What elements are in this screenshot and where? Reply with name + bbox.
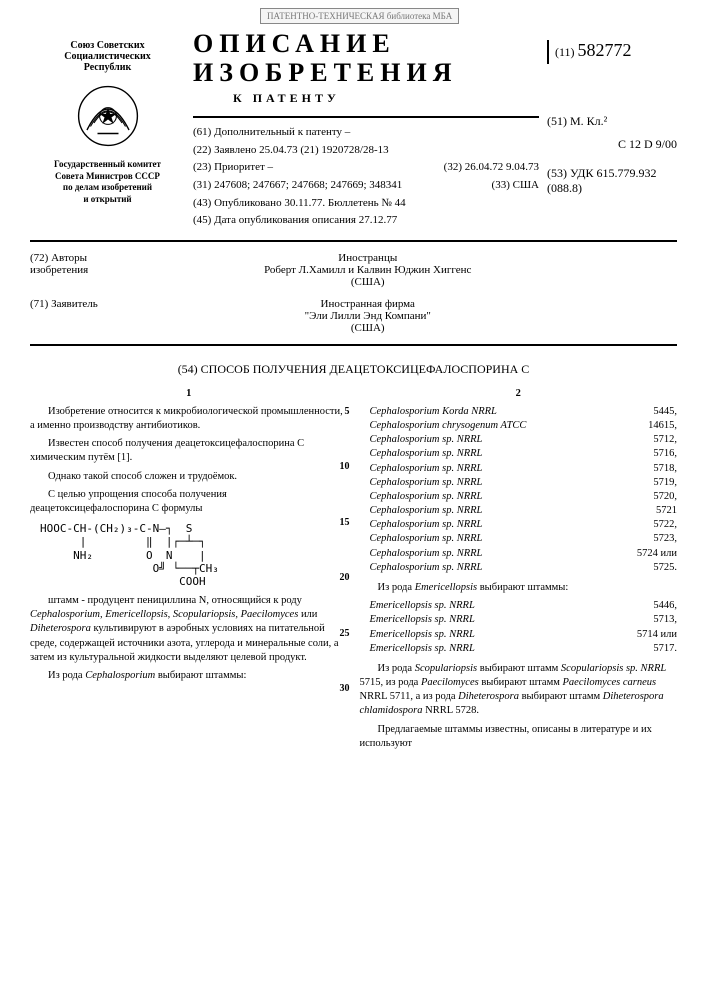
header-block: Союз Советских Социалистических Республи… [30, 20, 677, 230]
body-columns: 1 Изобретение относится к микробиологиче… [30, 387, 677, 755]
column-2: 2 Cephalosporium Korda NRRL5445,Cephalos… [360, 387, 678, 755]
patent-number: 582772 [578, 40, 632, 60]
species-row: Cephalosporium chrysogenum ATCC14615, [370, 419, 678, 433]
divider [30, 344, 677, 346]
column-1: 1 Изобретение относится к микробиологиче… [30, 387, 348, 755]
issuer-line1: Союз Советских [30, 40, 185, 51]
applicant-name: "Эли Лилли Энд Компани" [143, 310, 593, 322]
col2-para: Предлагаемые штаммы известны, описаны в … [360, 723, 678, 751]
issuer-line2: Социалистических [30, 51, 185, 62]
line-numbers: 5 10 15 20 25 30 [340, 405, 350, 738]
authors-names: Роберт Л.Хамилл и Калвин Юджин Хиггенс [143, 264, 593, 276]
chemical-formula: HOOC-CH-(CH₂)₃-C-N—┐ S | ‖ |┌─┴─┐ NH₂ O … [40, 522, 348, 588]
field-53-label: (53) УДК [547, 166, 593, 180]
col2-para: Из рода Scopulariopsis выбирают штамм Sc… [360, 662, 678, 719]
ussr-emblem-icon [73, 81, 143, 151]
col1-number: 1 [30, 387, 348, 401]
emericellopsis-list: Emericellopsis sp. NRRL5446,Emericellops… [370, 599, 678, 656]
field-72-label: (72) Авторы изобретения [30, 252, 140, 276]
species-row: Cephalosporium sp. NRRL5723, [370, 532, 678, 546]
field-45: (45) Дата опубликования описания 27.12.7… [193, 212, 539, 230]
species-row: Cephalosporium sp. NRRL5722, [370, 518, 678, 532]
col1-para: Известен способ получения деацетоксицефа… [30, 437, 348, 465]
species-row: Cephalosporium sp. NRRL5720, [370, 490, 678, 504]
field-11-label: (11) [555, 45, 575, 59]
field-22: (22) Заявлено 25.04.73 (21) 1920728/28-1… [193, 142, 539, 160]
committee-name: Государственный комитет Совета Министров… [30, 159, 185, 206]
col1-para: штамм - продуцент пенициллина N, относящ… [30, 594, 348, 665]
field-33: (33) США [492, 177, 539, 195]
field-23: (23) Приоритет – [193, 159, 273, 177]
field-43: (43) Опубликовано 30.11.77. Бюллетень № … [193, 195, 539, 213]
divider [193, 116, 539, 118]
authors-country: (США) [143, 276, 593, 288]
species-row: Emericellopsis sp. NRRL5714 или [370, 628, 678, 642]
authors-block: (72) Авторы изобретения Иностранцы Робер… [30, 252, 677, 288]
species-row: Cephalosporium sp. NRRL5719, [370, 476, 678, 490]
classification-column: (11) 582772 (51) М. Кл.² C 12 D 9/00 (53… [547, 20, 677, 196]
species-row: Cephalosporium sp. NRRL5721 [370, 504, 678, 518]
doc-title-2: ИЗОБРЕТЕНИЯ [193, 59, 539, 88]
cephalosporium-list: Cephalosporium Korda NRRL5445,Cephalospo… [370, 405, 678, 575]
species-row: Emericellopsis sp. NRRL5717. [370, 642, 678, 656]
applicant-pre: Иностранная фирма [143, 298, 593, 310]
title-column: ОПИСАНИЕ ИЗОБРЕТЕНИЯ К ПАТЕНТУ (61) Допо… [185, 20, 547, 230]
applicant-block: (71) Заявитель Иностранная фирма "Эли Ли… [30, 298, 677, 334]
col1-para: С целью упрощения способа получения деац… [30, 488, 348, 516]
species-row: Cephalosporium sp. NRRL5716, [370, 447, 678, 461]
issuer-column: Союз Советских Социалистических Республи… [30, 20, 185, 206]
species-row: Cephalosporium sp. NRRL5724 или [370, 547, 678, 561]
field-51-value: C 12 D 9/00 [547, 137, 677, 152]
invention-title: (54) СПОСОБ ПОЛУЧЕНИЯ ДЕАЦЕТОКСИЦЕФАЛОСП… [30, 362, 677, 377]
species-row: Emericellopsis sp. NRRL5713, [370, 613, 678, 627]
field-32: (32) 26.04.72 9.04.73 [444, 159, 539, 177]
applicant-country: (США) [143, 322, 593, 334]
field-71-label: (71) Заявитель [30, 298, 140, 310]
species-row: Emericellopsis sp. NRRL5446, [370, 599, 678, 613]
col2-number: 2 [360, 387, 678, 401]
field-31: (31) 247608; 247667; 247668; 247669; 348… [193, 177, 402, 195]
species-row: Cephalosporium sp. NRRL5718, [370, 462, 678, 476]
col1-para: Изобретение относится к микробиологическ… [30, 405, 348, 433]
species-row: Cephalosporium sp. NRRL5712, [370, 433, 678, 447]
col1-para: Однако такой способ сложен и трудоёмок. [30, 470, 348, 484]
bibliographic-block: (61) Дополнительный к патенту – (22) Зая… [193, 124, 539, 230]
divider [30, 240, 677, 242]
field-51-label: (51) М. Кл.² [547, 114, 677, 129]
authors-pre: Иностранцы [143, 252, 593, 264]
col1-para: Из рода Cephalosporium выбирают штаммы: [30, 669, 348, 683]
library-stamp: ПАТЕНТНО-ТЕХНИЧЕСКАЯ библиотека МБА [260, 8, 459, 24]
col2-para: Из рода Emericellopsis выбирают штаммы: [360, 581, 678, 595]
doc-title-1: ОПИСАНИЕ [193, 30, 539, 59]
doc-title-3: К ПАТЕНТУ [233, 91, 539, 106]
issuer-line3: Республик [30, 62, 185, 73]
species-row: Cephalosporium Korda NRRL5445, [370, 405, 678, 419]
field-61: (61) Дополнительный к патенту – [193, 124, 539, 142]
species-row: Cephalosporium sp. NRRL5725. [370, 561, 678, 575]
